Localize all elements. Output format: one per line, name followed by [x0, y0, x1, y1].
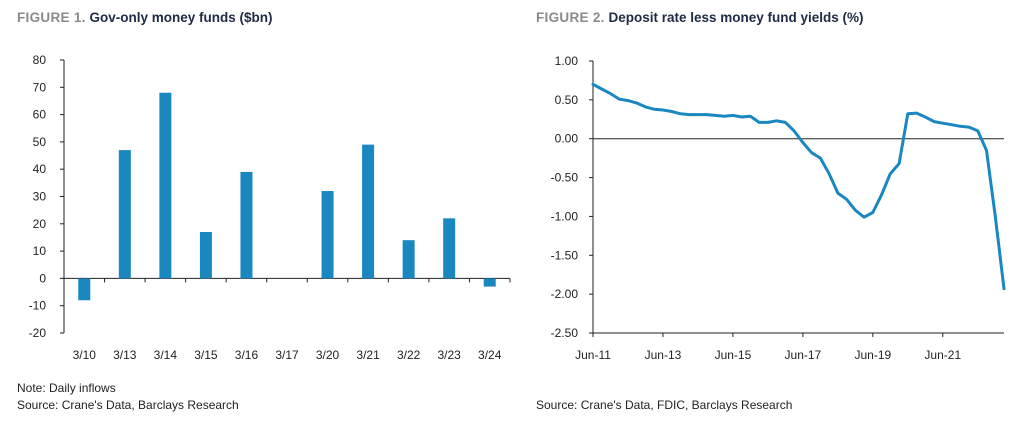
bar [199, 231, 212, 279]
figure1-title-text: Gov-only money funds ($bn) [89, 10, 273, 25]
x-tick-label: Jun-11 [575, 348, 611, 362]
bar [362, 144, 375, 279]
y-tick-label: 0.50 [555, 93, 579, 107]
figure1-label: FIGURE 1. [17, 10, 86, 25]
y-tick-label: 40 [33, 162, 47, 176]
x-tick-label: 3/23 [438, 348, 462, 362]
y-tick-label: 20 [33, 217, 47, 231]
y-tick-label: -2.50 [551, 326, 579, 340]
y-tick-label: 80 [33, 53, 47, 67]
bar [321, 191, 334, 279]
figure2-label: FIGURE 2. [536, 10, 605, 25]
x-tick-label: 3/24 [478, 348, 502, 362]
x-tick-label: 3/20 [316, 348, 340, 362]
figure2-title: FIGURE 2. Deposit rate less money fund y… [536, 10, 864, 25]
y-tick-label: 30 [33, 190, 47, 204]
x-tick-label: Jun-15 [715, 348, 752, 362]
bar [78, 278, 91, 301]
x-tick-label: 3/10 [73, 348, 97, 362]
bar [443, 218, 456, 279]
figure2-title-text: Deposit rate less money fund yields (%) [608, 10, 864, 25]
bar [240, 171, 253, 279]
y-tick-label: -1.50 [551, 248, 579, 262]
figure2-source: Source: Crane's Data, FDIC, Barclays Res… [536, 398, 793, 412]
bar-chart-gov-money-funds: 80 70 60 50 40 30 20 10 0 -10 -20 3/10 3/13 3/14 3/15 3… [29, 53, 511, 362]
y-tick-label: 0.00 [555, 132, 579, 146]
figure1-source: Source: Crane's Data, Barclays Research [17, 398, 239, 412]
figure1-note: Note: Daily inflows [17, 381, 116, 395]
x-tick-label: Jun-19 [854, 348, 891, 362]
bar [483, 278, 496, 287]
x-tick-label: Jun-21 [924, 348, 961, 362]
figure1-title: FIGURE 1. Gov-only money funds ($bn) [17, 10, 273, 25]
y-tick-label: -10 [29, 299, 47, 313]
x-tick-label: 3/13 [113, 348, 137, 362]
x-tick-label: 3/22 [397, 348, 421, 362]
bar [118, 150, 131, 279]
x-tick-label: 3/16 [235, 348, 259, 362]
y-tick-label: 0 [39, 271, 46, 285]
bar [402, 240, 415, 279]
y-tick-label: 10 [33, 244, 47, 258]
x-tick-label: Jun-17 [785, 348, 822, 362]
y-tick-label: -0.50 [551, 171, 579, 185]
series-line [591, 82, 1006, 291]
y-tick-label: 1.00 [555, 54, 579, 68]
y-tick-label: -20 [29, 326, 47, 340]
y-tick-label: 50 [33, 135, 47, 149]
bar [159, 92, 172, 279]
x-tick-label: 3/14 [154, 348, 178, 362]
y-tick-label: -2.00 [551, 287, 579, 301]
y-tick-label: 60 [33, 108, 47, 122]
y-tick-label: -1.00 [551, 209, 579, 223]
x-tick-label: 3/17 [275, 348, 299, 362]
line-chart-deposit-rate-spread: 1.00 0.50 0.00 -0.50 -1.00 -1.50 -2.00 -2.50 Jun… [551, 54, 1006, 362]
x-tick-label: Jun-13 [645, 348, 682, 362]
x-tick-label: 3/21 [356, 348, 380, 362]
x-tick-label: 3/15 [194, 348, 218, 362]
y-tick-label: 70 [33, 80, 47, 94]
